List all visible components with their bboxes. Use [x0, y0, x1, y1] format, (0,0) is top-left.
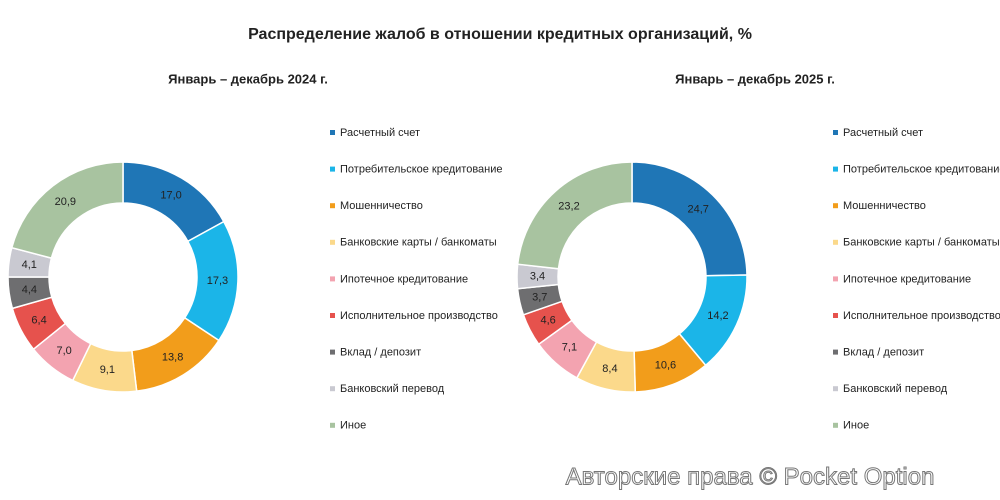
segment-label: 23,2 [558, 200, 579, 212]
legend-entry: Расчетный счет [340, 127, 420, 139]
segment-label: 17,3 [207, 275, 228, 287]
legend-swatch [833, 349, 838, 355]
segment-label: 24,7 [688, 204, 709, 216]
segment-label: 14,2 [707, 310, 728, 322]
legend-swatch [833, 203, 838, 209]
donut-segment [631, 161, 748, 277]
legend-entry: Потребительское кредитование [843, 164, 1000, 176]
segment-label: 10,6 [655, 359, 676, 371]
legend-swatch [330, 349, 335, 355]
segment-label: 4,4 [22, 284, 37, 296]
segment-label: 17,0 [160, 190, 181, 202]
segment-label: 3,7 [532, 291, 547, 303]
legend-entry: Вклад / депозит [843, 347, 924, 359]
legend-swatch [330, 313, 335, 318]
segment-label: 8,4 [602, 363, 617, 375]
segment-label: 4,1 [22, 259, 37, 271]
donut-segment [10, 161, 124, 260]
segment-label: 9,1 [100, 364, 115, 376]
donut-segment [516, 161, 633, 270]
legend-entry: Мошенничество [843, 200, 926, 212]
legend-entry: Банковский перевод [340, 383, 445, 395]
legend-swatch [833, 166, 838, 172]
segment-label: 20,9 [55, 196, 76, 208]
segment-label: 4,6 [541, 315, 556, 327]
legend-swatch [833, 422, 838, 428]
segment-label: 6,4 [31, 314, 46, 326]
chart-subtitle: Январь – декабрь 2025 г. [675, 71, 835, 86]
legend-entry: Исполнительное производство [843, 310, 1000, 322]
segment-label: 7,0 [56, 345, 71, 357]
legend-swatch [330, 386, 335, 392]
segment-label: 13,8 [162, 351, 183, 363]
legend-swatch [833, 276, 838, 282]
legend-entry: Вклад / депозит [340, 347, 421, 359]
chart-title: Распределение жалоб в отношении кредитны… [248, 26, 752, 43]
chart-subtitle: Январь – декабрь 2024 г. [168, 71, 328, 86]
legend-entry: Мошенничество [340, 200, 423, 212]
legend-entry: Расчетный счет [843, 127, 923, 139]
legend-entry: Банковский перевод [843, 383, 948, 395]
legend-swatch [330, 422, 335, 428]
watermark: Авторские права © Pocket Option [566, 463, 935, 490]
legend-swatch [330, 276, 335, 282]
legend-swatch [330, 130, 335, 135]
legend-swatch [833, 130, 838, 135]
legend-swatch [330, 166, 335, 172]
segment-label: 3,4 [530, 270, 545, 282]
legend-swatch [330, 203, 335, 209]
legend-entry: Ипотечное кредитование [843, 273, 971, 285]
legend-entry: Потребительское кредитование [340, 164, 503, 176]
legend-swatch [833, 386, 838, 392]
legend-entry: Банковские карты / банкоматы [843, 237, 1000, 249]
legend-swatch [330, 239, 335, 245]
segment-label: 7,1 [562, 342, 577, 354]
legend-entry: Банковские карты / банкоматы [340, 237, 497, 249]
legend-entry: Иное [843, 420, 869, 432]
legend-swatch [833, 313, 838, 318]
legend-swatch [833, 239, 838, 245]
legend-entry: Иное [340, 420, 366, 432]
legend-entry: Ипотечное кредитование [340, 273, 468, 285]
legend-entry: Исполнительное производство [340, 310, 498, 322]
